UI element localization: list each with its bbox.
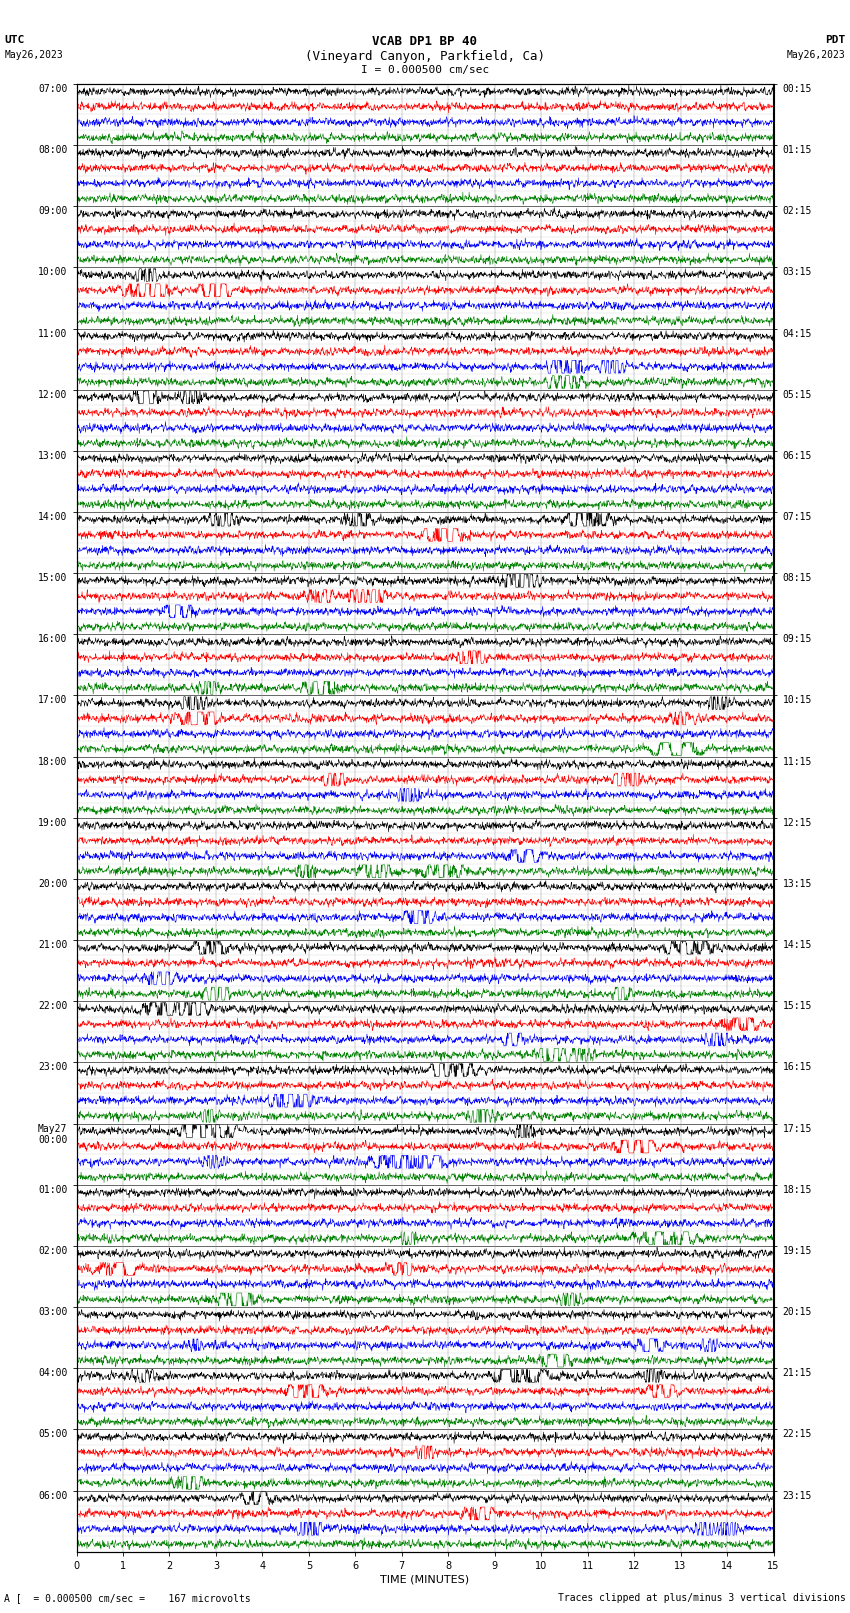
Text: PDT: PDT	[825, 35, 846, 45]
Text: VCAB DP1 BP 40: VCAB DP1 BP 40	[372, 35, 478, 48]
Text: A [  = 0.000500 cm/sec =    167 microvolts: A [ = 0.000500 cm/sec = 167 microvolts	[4, 1594, 251, 1603]
Text: May26,2023: May26,2023	[4, 50, 63, 60]
Text: May26,2023: May26,2023	[787, 50, 846, 60]
X-axis label: TIME (MINUTES): TIME (MINUTES)	[381, 1574, 469, 1586]
Text: I = 0.000500 cm/sec: I = 0.000500 cm/sec	[361, 65, 489, 74]
Text: Traces clipped at plus/minus 3 vertical divisions: Traces clipped at plus/minus 3 vertical …	[558, 1594, 846, 1603]
Text: (Vineyard Canyon, Parkfield, Ca): (Vineyard Canyon, Parkfield, Ca)	[305, 50, 545, 63]
Text: UTC: UTC	[4, 35, 25, 45]
